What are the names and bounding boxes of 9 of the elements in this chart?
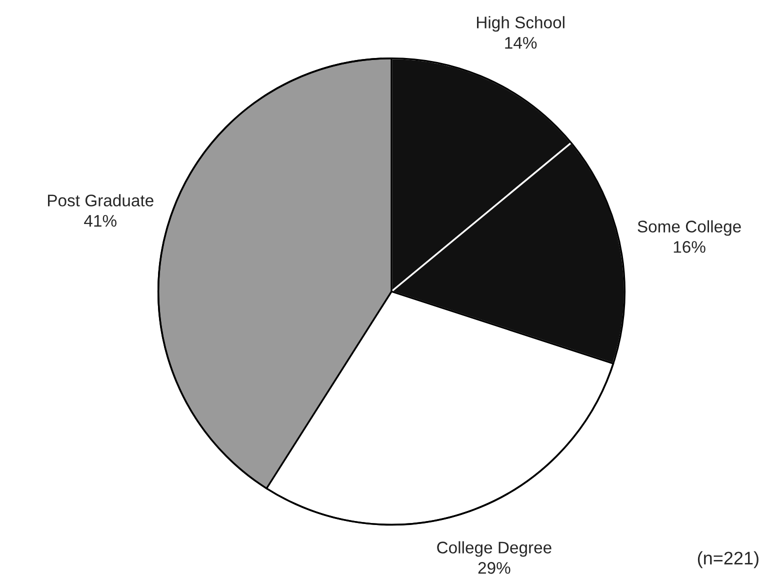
text: (n=221) — [698, 551, 758, 568]
slice-label: High School — [477, 16, 564, 32]
data-label: 29% — [478, 562, 510, 574]
slice-label: College Degree — [437, 541, 552, 557]
data-label: 16% — [674, 241, 706, 253]
data-label: 41% — [84, 215, 116, 227]
slice-label: Post Graduate — [48, 194, 154, 206]
slice-label: Some College — [638, 220, 741, 236]
data-label: 14% — [505, 37, 537, 49]
